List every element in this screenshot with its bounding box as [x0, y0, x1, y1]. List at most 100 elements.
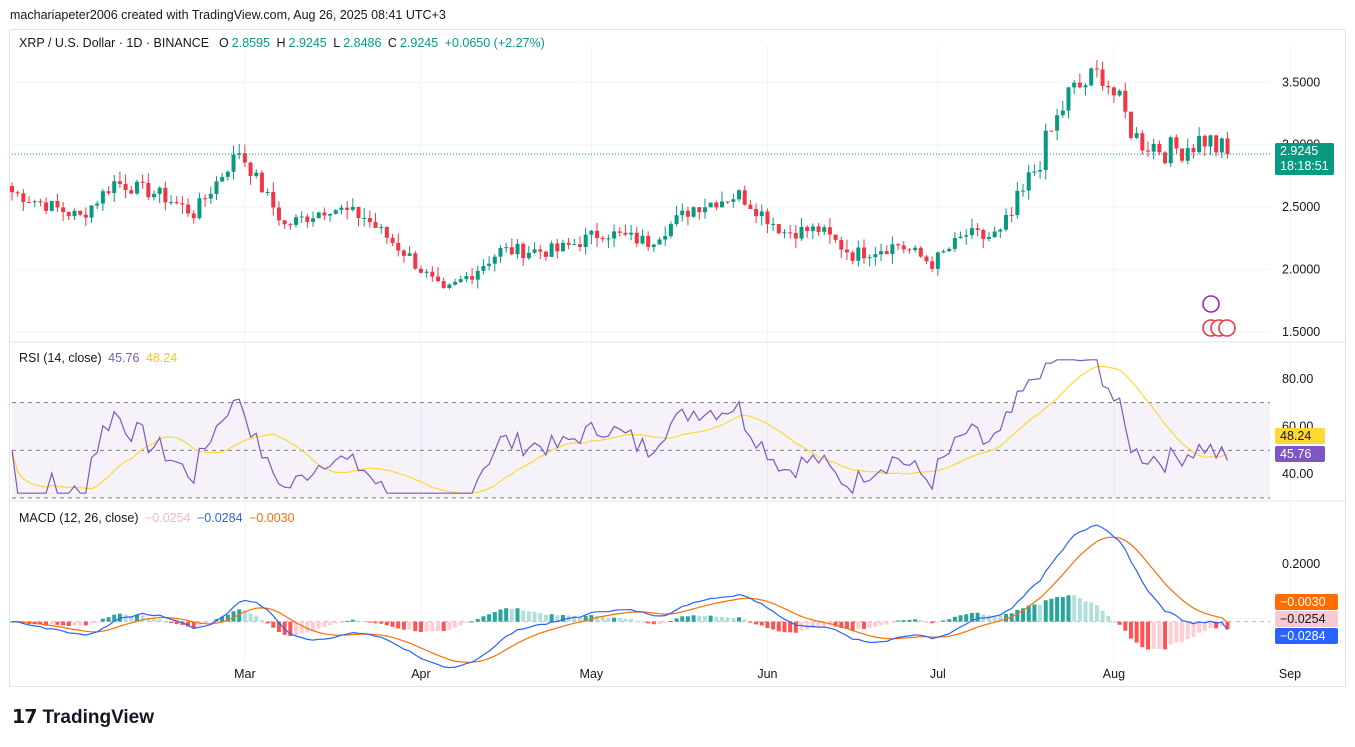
macd-title[interactable]: MACD (12, 26, close) — [19, 511, 139, 525]
candle-body — [481, 265, 486, 271]
price-tick-label: 1.5000 — [1282, 325, 1320, 339]
candle-body — [1168, 137, 1173, 164]
macd-hist-badge: −0.0254 — [1275, 611, 1338, 627]
macd-histogram-bar — [810, 621, 815, 629]
candle-body — [1185, 148, 1190, 161]
time-tick-label: Jul — [930, 667, 946, 681]
candle-body — [674, 215, 679, 224]
candle-body — [850, 252, 855, 261]
macd-histogram-bar — [1163, 621, 1168, 650]
candle-body — [720, 201, 724, 208]
candle-body — [810, 226, 815, 232]
candle-body — [32, 201, 37, 203]
time-tick-label: Mar — [234, 667, 256, 681]
candle-body — [918, 247, 923, 257]
close-value: 2.9245 — [399, 36, 439, 50]
candle-body — [1140, 133, 1145, 151]
candle-body — [702, 207, 707, 213]
price-candles — [10, 60, 1270, 290]
candle-body — [294, 217, 298, 225]
candle-body — [146, 182, 151, 198]
candle-body — [793, 232, 798, 239]
rsi-title[interactable]: RSI (14, close) — [19, 351, 102, 365]
macd-histogram-bar — [55, 621, 60, 625]
candle-body — [464, 276, 469, 280]
macd-histogram-bar — [146, 617, 151, 622]
low-value: 2.8486 — [343, 36, 382, 50]
candle-body — [685, 210, 690, 217]
macd-histogram-bar — [379, 621, 384, 624]
macd-histogram-bar — [1134, 621, 1139, 643]
macd-line — [11, 524, 1228, 669]
candle-body — [197, 198, 202, 219]
candle-body — [237, 153, 242, 155]
candle-body — [89, 205, 94, 218]
macd-histogram-bar — [742, 619, 747, 622]
candle-body — [339, 207, 344, 211]
candle-body — [396, 242, 401, 251]
flag-icon — [1218, 319, 1236, 337]
time-tick-label: Jun — [757, 667, 777, 681]
candle-body — [1111, 87, 1116, 96]
macd-histogram-bar — [1174, 621, 1179, 643]
candle-body — [935, 252, 940, 269]
macd-histogram-bar — [538, 612, 543, 622]
candle-body — [1157, 143, 1162, 153]
candle-body — [725, 201, 730, 203]
candle-body — [890, 244, 895, 255]
candle-body — [1202, 135, 1207, 147]
candle-body — [288, 224, 293, 226]
macd-histogram-bar — [1004, 614, 1008, 622]
candle-body — [839, 239, 844, 250]
candle-body — [436, 276, 440, 282]
macd-histogram-bar — [623, 618, 628, 622]
macd-histogram-bar — [1128, 621, 1133, 639]
candle-body — [759, 211, 764, 217]
macd-histogram-bar — [242, 610, 247, 622]
candle-body — [413, 253, 418, 269]
candle-body — [952, 237, 957, 249]
macd-histogram-bar — [208, 621, 213, 623]
macd-histogram-bar — [49, 621, 54, 625]
candle-body — [981, 229, 986, 239]
candle-body — [66, 212, 71, 217]
candle-body — [606, 238, 611, 240]
candle-body — [282, 220, 287, 225]
open-label: O — [219, 36, 229, 50]
candle-body — [1151, 143, 1156, 152]
price-tick-label: 3.5000 — [1282, 75, 1320, 89]
price-legend: XRP / U.S. Dollar · 1D · BINANCE O 2.8595… — [19, 36, 548, 50]
macd-histogram-bar — [373, 621, 378, 624]
macd-histogram-bar — [112, 614, 117, 622]
candle-body — [930, 261, 935, 269]
macd-histogram-bar — [913, 619, 918, 622]
macd-histogram-bar — [339, 621, 344, 623]
macd-histogram-bar — [816, 621, 821, 628]
rsi-legend: RSI (14, close) 45.76 48.24 — [19, 351, 180, 365]
candle-body — [1043, 130, 1048, 170]
macd-histogram-bar — [1094, 605, 1099, 622]
candle-body — [543, 251, 548, 257]
macd-histogram-bar — [754, 621, 759, 625]
macd-histogram-bar — [526, 611, 531, 622]
macd-histogram-bar — [560, 614, 565, 622]
candle-body — [566, 242, 571, 245]
candle-body — [38, 201, 43, 203]
macd-histogram-bar — [663, 621, 668, 624]
macd-histogram-bar — [657, 621, 662, 624]
symbol-title[interactable]: XRP / U.S. Dollar · 1D · BINANCE — [19, 36, 210, 50]
candle-body — [345, 207, 350, 210]
macd-histogram-bar — [509, 608, 514, 622]
tradingview-logo[interactable]: ⁠𝟭𝟳 TradingView — [12, 706, 154, 729]
macd-histogram-bar — [1060, 597, 1065, 622]
macd-histogram-bar — [901, 620, 906, 622]
candle-body — [1117, 90, 1122, 96]
candle-body — [163, 187, 168, 203]
candle-body — [1146, 150, 1150, 152]
axes: 3.50003.00002.50002.00001.5000MarAprMayJ… — [234, 75, 1320, 681]
candle-body — [1100, 69, 1105, 86]
candle-body — [373, 222, 378, 228]
macd-histogram-bar — [1015, 609, 1020, 622]
macd-histogram-bar — [1083, 601, 1088, 622]
